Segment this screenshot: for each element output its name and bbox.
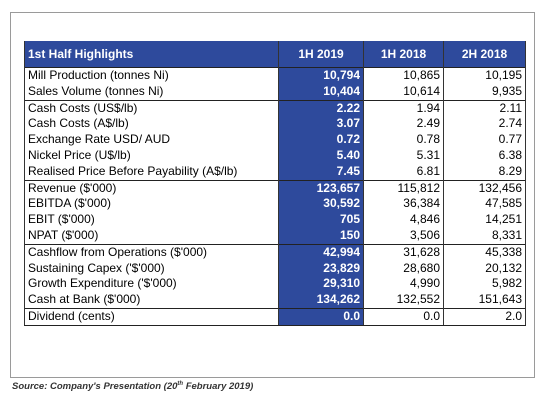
label-cell: Cashflow from Operations ($'000): [24, 243, 279, 261]
table-row: EBIT ($'000) 705 4,846 14,251: [24, 212, 526, 228]
value-cell: 1.94: [363, 99, 444, 117]
value-cell: 705: [278, 212, 364, 228]
label-cell: EBIT ($'000): [24, 212, 279, 228]
table-row: Cash at Bank ($'000) 134,262 132,552 151,64…: [24, 292, 526, 309]
value-cell: 2.0: [443, 307, 526, 326]
value-cell: 2.11: [443, 99, 526, 117]
header-cell: 1st Half Highlights: [24, 41, 279, 68]
value-cell: 5.40: [278, 147, 364, 164]
label-cell: Cash Costs (A$/lb): [24, 116, 279, 133]
value-cell: 132,552: [363, 292, 444, 309]
value-cell: 36,384: [363, 196, 444, 213]
value-cell: 47,585: [443, 196, 526, 213]
value-cell: 0.77: [443, 132, 526, 148]
value-cell: 20,132: [443, 260, 526, 277]
value-cell: 9,935: [443, 83, 526, 101]
value-cell: 8.29: [443, 163, 526, 181]
table-row: Realised Price Before Payability (A$/lb)…: [24, 163, 526, 181]
label-cell: Mill Production (tonnes Ni): [24, 66, 279, 84]
value-cell: 29,310: [278, 276, 364, 293]
table-row: Cash Costs (A$/lb) 3.07 2.49 2.74: [24, 116, 526, 133]
value-cell: 115,812: [363, 179, 444, 197]
value-cell: 6.81: [363, 163, 444, 181]
caption-tail: February 2019): [183, 381, 254, 393]
table-row: Sales Volume (tonnes Ni) 10,404 10,614 9,93…: [24, 83, 526, 101]
value-cell: 30,592: [278, 196, 364, 213]
value-cell: 5,982: [443, 276, 526, 293]
value-cell: 10,195: [443, 66, 526, 84]
value-cell: 14,251: [443, 212, 526, 228]
header-cell: 1H 2018: [363, 41, 444, 68]
header-row: 1st Half Highlights 1H 2019 1H 2018 2H 2018: [24, 41, 526, 68]
value-cell: 3,506: [363, 227, 444, 245]
caption: Source: Company's Presentation (20th Feb…: [12, 381, 253, 392]
value-cell: 4,990: [363, 276, 444, 293]
value-cell: 31,628: [363, 243, 444, 261]
value-cell: 0.72: [278, 132, 364, 148]
frame: [10, 12, 535, 378]
value-cell: 10,865: [363, 66, 444, 84]
label-cell: Growth Expenditure ('$'000): [24, 276, 279, 293]
value-cell: 3.07: [278, 116, 364, 133]
table-row: Exchange Rate USD/ AUD 0.72 0.78 0.77: [24, 132, 526, 148]
value-cell: 150: [278, 227, 364, 245]
value-cell: 2.49: [363, 116, 444, 133]
value-cell: 2.22: [278, 99, 364, 117]
caption-superscript: th: [177, 381, 184, 387]
label-cell: NPAT ($'000): [24, 227, 279, 245]
value-cell: 8,331: [443, 227, 526, 245]
value-cell: 45,338: [443, 243, 526, 261]
value-cell: 10,614: [363, 83, 444, 101]
value-cell: 0.78: [363, 132, 444, 148]
value-cell: 10,794: [278, 66, 364, 84]
table-row: Sustaining Capex ('$'000) 23,829 28,680 20,…: [24, 260, 526, 277]
value-cell: 5.31: [363, 147, 444, 164]
value-cell: 42,994: [278, 243, 364, 261]
label-cell: Sustaining Capex ('$'000): [24, 260, 279, 277]
value-cell: 151,643: [443, 292, 526, 309]
value-cell: 23,829: [278, 260, 364, 277]
table-row: Revenue ($'000) 123,657 115,812 132,456: [24, 179, 526, 197]
value-cell: 2.74: [443, 116, 526, 133]
label-cell: Revenue ($'000): [24, 179, 279, 197]
label-cell: Nickel Price (U$/lb): [24, 147, 279, 164]
value-cell: 4,846: [363, 212, 444, 228]
label-cell: EBITDA ($'000): [24, 196, 279, 213]
table-row: Cashflow from Operations ($'000) 42,994 31…: [24, 243, 526, 261]
table-row: Nickel Price (U$/lb) 5.40 5.31 6.38: [24, 147, 526, 164]
value-cell: 123,657: [278, 179, 364, 197]
table-row: Mill Production (tonnes Ni) 10,794 10,865 1…: [24, 66, 526, 84]
table-row: NPAT ($'000) 150 3,506 8,331: [24, 227, 526, 245]
label-cell: Dividend (cents): [24, 307, 279, 326]
label-cell: Cash Costs (US$/lb): [24, 99, 279, 117]
value-cell: 132,456: [443, 179, 526, 197]
value-cell: 0.0: [363, 307, 444, 326]
value-cell: 7.45: [278, 163, 364, 181]
value-cell: 6.38: [443, 147, 526, 164]
label-cell: Exchange Rate USD/ AUD: [24, 132, 279, 148]
label-cell: Realised Price Before Payability (A$/lb): [24, 163, 279, 181]
value-cell: 0.0: [278, 307, 364, 326]
label-cell: Sales Volume (tonnes Ni): [24, 83, 279, 101]
table-row: Dividend (cents) 0.0 0.0 2.0: [24, 307, 526, 326]
value-cell: 134,262: [278, 292, 364, 309]
caption-text: Source: Company's Presentation (20: [12, 381, 178, 393]
value-cell: 28,680: [363, 260, 444, 277]
header-cell: 2H 2018: [443, 41, 526, 68]
table-row: Growth Expenditure ('$'000) 29,310 4,990 5,…: [24, 276, 526, 293]
highlights-table: 1st Half Highlights 1H 2019 1H 2018 2H 2018…: [24, 41, 526, 326]
table-row: Cash Costs (US$/lb) 2.22 1.94 2.11: [24, 99, 526, 117]
label-cell: Cash at Bank ($'000): [24, 292, 279, 309]
table-row: EBITDA ($'000) 30,592 36,384 47,585: [24, 196, 526, 213]
value-cell: 10,404: [278, 83, 364, 101]
header-cell: 1H 2019: [278, 41, 364, 68]
